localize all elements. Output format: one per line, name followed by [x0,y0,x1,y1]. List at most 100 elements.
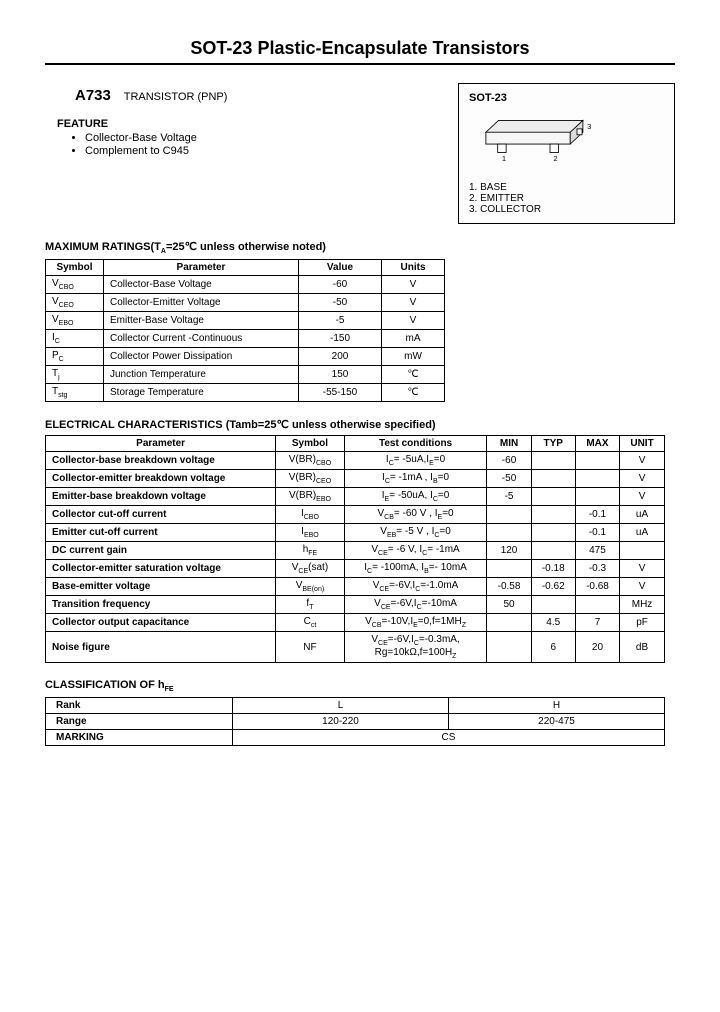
elec-max [575,596,619,614]
ratings-heading: MAXIMUM RATINGS(TA=25℃ unless otherwise … [45,240,675,255]
part-number: A733 [75,87,111,104]
package-pin-item: 3. COLLECTOR [469,204,664,215]
elec-sym: V(BR)EBO [276,488,344,506]
part-line: A733 TRANSISTOR (PNP) [75,87,458,104]
hfe-table: Rank L H Range 120-220 220-475 MARKING C… [45,697,665,746]
elec-tc: VCE=-6V,IC=-1.0mA [344,578,487,596]
ratings-unit: mW [382,348,445,366]
elec-max: 20 [575,632,619,663]
elec-header-cell: Parameter [46,436,276,452]
ratings-symbol: VEBO [46,312,104,330]
ratings-table: SymbolParameterValueUnits VCBOCollector-… [45,259,445,402]
hfe-rank-label: Rank [46,698,233,714]
elec-typ [531,506,575,524]
elec-min [487,632,531,663]
part-type: TRANSISTOR (PNP) [124,91,228,103]
title-rule [45,63,675,65]
elec-tc: VCB= -60 V , IE=0 [344,506,487,524]
ratings-header-cell: Symbol [46,260,104,276]
elec-min: -5 [487,488,531,506]
package-drawing: 1 2 3 [469,112,604,171]
elec-unit: uA [620,506,665,524]
ratings-parameter: Collector-Base Voltage [104,276,299,294]
ratings-unit: V [382,276,445,294]
elec-sym: VBE(on) [276,578,344,596]
elec-min: 120 [487,542,531,560]
elec-sym: V(BR)CEO [276,470,344,488]
ratings-unit: ℃ [382,384,445,402]
features-list: Collector-Base VoltageComplement to C945 [65,132,458,157]
hfe-col-h: H [449,698,665,714]
elec-tc: VCB=-10V,IE=0,f=1MHZ [344,614,487,632]
elec-sym: Cct [276,614,344,632]
ratings-header-cell: Parameter [104,260,299,276]
elec-param: Base-emitter voltage [46,578,276,596]
hfe-marking-label: MARKING [46,730,233,746]
page-title: SOT-23 Plastic-Encapsulate Transistors [45,38,675,59]
ratings-unit: V [382,294,445,312]
ratings-symbol: VCEO [46,294,104,312]
elec-min [487,614,531,632]
ratings-symbol: IC [46,330,104,348]
ratings-parameter: Junction Temperature [104,366,299,384]
ratings-parameter: Storage Temperature [104,384,299,402]
elec-typ [531,488,575,506]
elec-param: Collector output capacitance [46,614,276,632]
elec-tc: IC= -1mA , IB=0 [344,470,487,488]
elec-param: Collector-emitter breakdown voltage [46,470,276,488]
elec-max [575,452,619,470]
elec-typ [531,470,575,488]
elec-min [487,506,531,524]
elec-typ: -0.18 [531,560,575,578]
elec-unit [620,542,665,560]
elec-min: -50 [487,470,531,488]
pin-2-label: 2 [553,154,557,163]
ratings-unit: ℃ [382,366,445,384]
elec-max: -0.68 [575,578,619,596]
elec-row: Base-emitter voltageVBE(on)VCE=-6V,IC=-1… [46,578,665,596]
ratings-symbol: Tstg [46,384,104,402]
elec-max: 7 [575,614,619,632]
ratings-symbol: VCBO [46,276,104,294]
elec-row: Collector output capacitanceCctVCB=-10V,… [46,614,665,632]
elec-row: Emitter cut-off currentIEBOVEB= -5 V , I… [46,524,665,542]
elec-row: Collector cut-off currentICBOVCB= -60 V … [46,506,665,524]
elec-tc: IC= -100mA, IB=- 10mA [344,560,487,578]
ratings-symbol: Tj [46,366,104,384]
ratings-row: TjJunction Temperature150℃ [46,366,445,384]
ratings-value: 150 [299,366,382,384]
elec-param: Noise figure [46,632,276,663]
elec-tc: VCE=-6V,IC=-0.3mA,Rg=10kΩ,f=100HZ [344,632,487,663]
package-box: SOT-23 1 2 3 1. BASE2. EMITTER3. COLLECT… [458,83,675,224]
elec-unit: dB [620,632,665,663]
ratings-value: -60 [299,276,382,294]
elec-unit: V [620,488,665,506]
elec-tc: VEB= -5 V , IC=0 [344,524,487,542]
ratings-row: ICCollector Current -Continuous-150mA [46,330,445,348]
ratings-parameter: Collector Power Dissipation [104,348,299,366]
hfe-range-h: 220-475 [449,714,665,730]
elec-header-cell: MIN [487,436,531,452]
ratings-row: PCCollector Power Dissipation200mW [46,348,445,366]
elec-unit: MHz [620,596,665,614]
elec-unit: V [620,578,665,596]
electrical-table: ParameterSymbolTest conditionsMINTYPMAXU… [45,435,665,663]
elec-min [487,524,531,542]
ratings-row: VCEOCollector-Emitter Voltage-50V [46,294,445,312]
elec-sym: IEBO [276,524,344,542]
elec-row: Collector-emitter saturation voltageVCE(… [46,560,665,578]
elec-max: -0.3 [575,560,619,578]
elec-sym: NF [276,632,344,663]
ratings-parameter: Collector Current -Continuous [104,330,299,348]
elec-sym: fT [276,596,344,614]
elec-sym: hFE [276,542,344,560]
elec-unit: V [620,452,665,470]
ratings-value: -50 [299,294,382,312]
ratings-value: -55-150 [299,384,382,402]
elec-max: 475 [575,542,619,560]
elec-tc: IC= -5uA,IE=0 [344,452,487,470]
elec-param: Collector-base breakdown voltage [46,452,276,470]
elec-param: DC current gain [46,542,276,560]
elec-param: Collector cut-off current [46,506,276,524]
top-row: A733 TRANSISTOR (PNP) FEATURE Collector-… [45,83,675,224]
